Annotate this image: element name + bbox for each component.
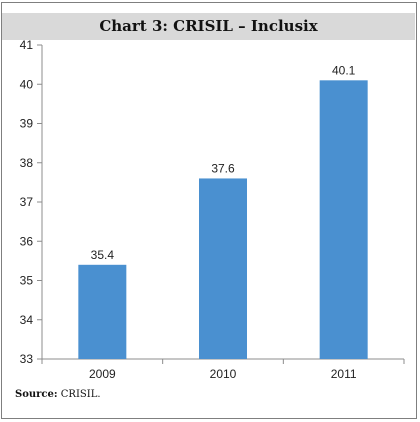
source-label: Source: xyxy=(15,389,58,400)
x-tick-label: 2011 xyxy=(331,367,357,381)
y-tick-label: 37 xyxy=(20,195,34,209)
bar xyxy=(319,80,368,359)
data-label: 40.1 xyxy=(332,63,356,77)
y-tick-label: 40 xyxy=(20,77,34,91)
y-tick-label: 33 xyxy=(20,352,34,366)
y-tick-label: 39 xyxy=(20,117,34,131)
bar xyxy=(199,178,247,359)
y-tick-label: 41 xyxy=(20,38,34,52)
source-text: CRISIL. xyxy=(60,389,101,400)
y-tick-label: 35 xyxy=(20,274,34,288)
y-tick-label: 36 xyxy=(20,234,34,248)
source-note: Source: CRISIL. xyxy=(15,389,101,400)
y-tick-label: 34 xyxy=(20,313,34,327)
y-tick-label: 38 xyxy=(20,156,34,170)
title-band: Chart 3: CRISIL – Inclusix xyxy=(2,13,415,40)
chart-title: Chart 3: CRISIL – Inclusix xyxy=(99,17,318,35)
x-tick-label: 2010 xyxy=(210,367,237,381)
data-label: 37.6 xyxy=(211,161,235,175)
data-label: 35.4 xyxy=(91,248,115,262)
x-tick-label: 2009 xyxy=(89,367,116,381)
plot-area: 33 34 35 36 37 38 39 40 41 35.4 2009 37.6 2010 40.1 20… xyxy=(20,38,405,381)
bar xyxy=(78,264,127,359)
